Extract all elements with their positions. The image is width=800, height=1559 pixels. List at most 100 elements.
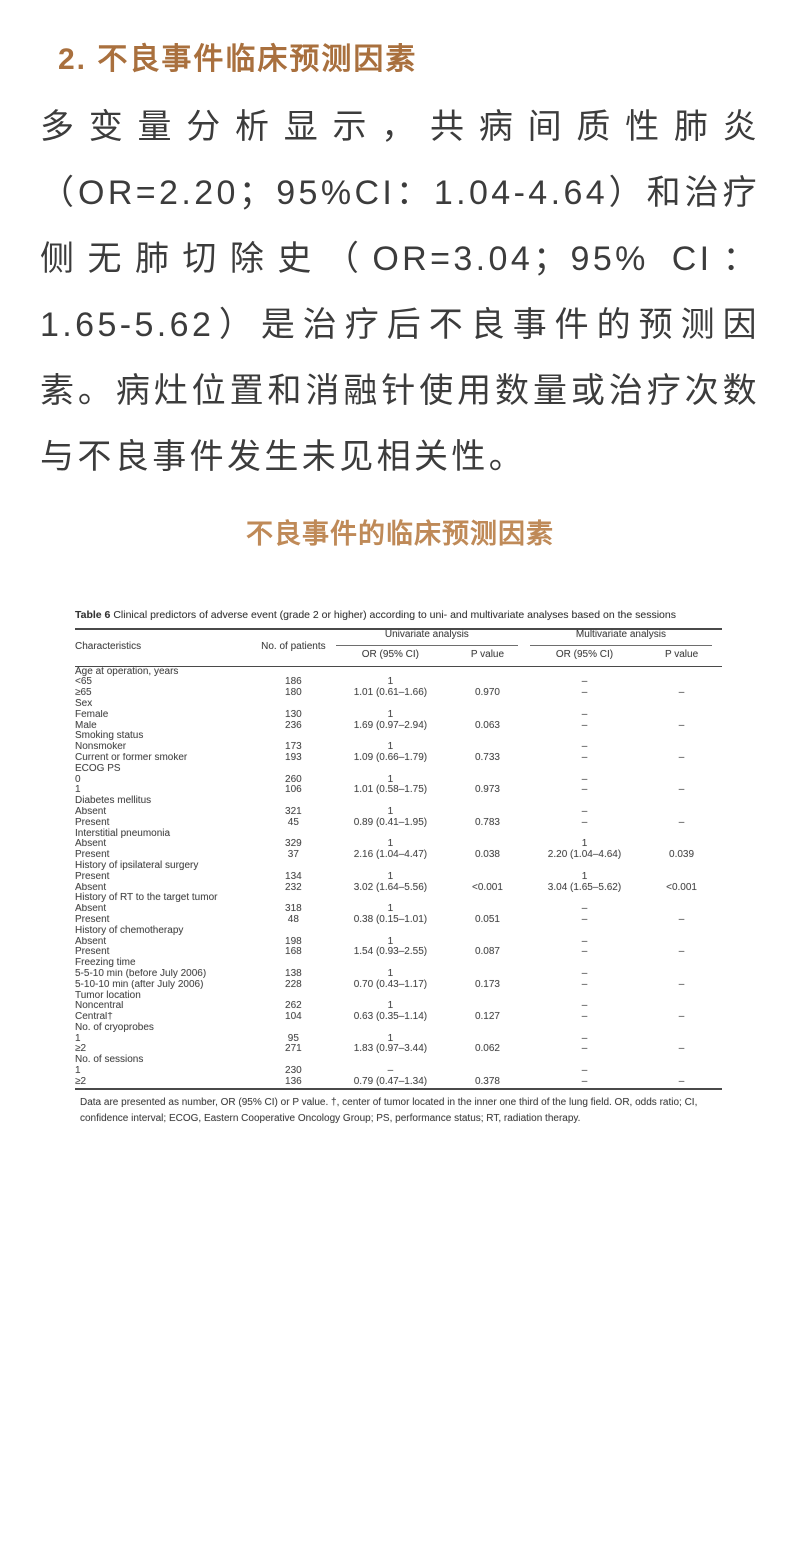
table-row: No. of sessions [75, 1054, 722, 1066]
row-label: 5-10-10 min (after July 2006) [75, 979, 204, 990]
section-heading: 2. 不良事件临床预测因素 [58, 43, 418, 76]
row-value: 130 [285, 708, 302, 720]
table-row: Present 168 1.54 (0.93–2.55) 0.087 – – [75, 947, 722, 958]
table-caption: Table 6 Clinical predictors of adverse e… [75, 609, 722, 622]
row-label: 1 [75, 1066, 81, 1077]
row-value: – [581, 1075, 588, 1087]
row-value: – [581, 1000, 588, 1012]
row-value: 1 [387, 1000, 394, 1012]
header-univariate: Univariate analysis [334, 629, 528, 646]
row-label: ≥65 [75, 688, 92, 699]
row-value: – [678, 751, 685, 763]
row-value: 1.01 (0.58–1.75) [353, 784, 428, 796]
row-value: 1.54 (0.93–2.55) [353, 946, 428, 958]
row-group-label: History of RT to the target tumor [75, 892, 218, 904]
table-row: Present 37 2.16 (1.04–4.47) 0.038 2.20 (1.04… [75, 849, 722, 861]
row-value: – [581, 676, 588, 688]
row-value: – [581, 913, 588, 925]
row-label: Nonsmoker [75, 742, 127, 753]
row-value: 1 [387, 838, 394, 850]
row-group-label: ECOG PS [75, 762, 121, 774]
row-value: – [678, 946, 685, 958]
table-row: Absent 198 1 – [75, 935, 722, 948]
header-patients: No. of patients [261, 641, 326, 653]
row-value: 1 [581, 870, 588, 882]
table-row: 0 260 1 – [75, 774, 722, 786]
table-row: Current or former smoker 193 1.09 (0.66–1.… [75, 751, 722, 764]
row-value: 3.02 (1.64–5.56) [353, 881, 428, 893]
table-row: ≥65 180 1.01 (0.61–1.66) 0.970 – – [75, 687, 722, 699]
row-value: 0.173 [474, 978, 500, 990]
row-value: 0.087 [474, 946, 500, 958]
row-value: 0.063 [474, 719, 500, 731]
row-group-label: Age at operation, years [75, 665, 179, 677]
table-row: 1 106 1.01 (0.58–1.75) 0.973 – – [75, 785, 722, 796]
table-header: Characteristics No. of patients Univaria… [75, 629, 722, 667]
table-row: 1 95 1 – [75, 1032, 722, 1045]
table-row: Male 236 1.69 (0.97–2.94) 0.063 – – [75, 719, 722, 732]
row-value: 0.970 [474, 687, 500, 699]
row-value: – [581, 967, 588, 979]
row-value: 228 [285, 978, 302, 990]
row-value: 236 [285, 719, 302, 731]
header-p-univariate: P value [470, 648, 505, 660]
row-value: 1.09 (0.66–1.79) [353, 751, 428, 763]
header-or-multivariate: OR (95% CI) [555, 648, 614, 660]
row-value: 321 [285, 805, 302, 817]
clinical-predictors-table: Characteristics No. of patients Univaria… [75, 628, 722, 1090]
row-value [447, 872, 528, 883]
row-value: 48 [287, 913, 299, 925]
row-label: Current or former smoker [75, 752, 188, 763]
row-value: 0.70 (0.43–1.17) [353, 978, 428, 990]
table-body: Age at operation, years <65 186 1 – ≥65 180 1.0… [75, 666, 722, 1089]
table-row: Noncentral 262 1 – [75, 1000, 722, 1012]
row-value: 2.20 (1.04–4.64) [547, 849, 622, 861]
row-group-label: Diabetes mellitus [75, 795, 152, 807]
row-value: 230 [285, 1065, 302, 1077]
row-label: Present [75, 871, 110, 882]
table-caption-text: Clinical predictors of adverse event (gr… [110, 609, 676, 621]
row-value: 1 [387, 967, 394, 979]
row-label: Absent [75, 806, 107, 817]
table-row: Absent 232 3.02 (1.64–5.56) <0.001 3.04 (1.6… [75, 881, 722, 894]
row-group-label: No. of sessions [75, 1054, 144, 1066]
table-row: No. of cryoprobes [75, 1022, 722, 1034]
row-value: 0.89 (0.41–1.95) [353, 816, 428, 828]
row-label: Central† [75, 1012, 113, 1023]
row-value: 138 [285, 967, 302, 979]
row-label: Male [75, 720, 97, 731]
row-value: 329 [285, 838, 302, 850]
row-value: 0.783 [474, 816, 500, 828]
row-value: <0.001 [666, 881, 697, 893]
row-value: 1.83 (0.97–3.44) [353, 1043, 428, 1055]
row-value: – [581, 816, 588, 828]
row-value: 198 [285, 935, 302, 947]
row-value: – [581, 805, 588, 817]
table-row: History of ipsilateral surgery [75, 860, 722, 872]
table-row: History of chemotherapy [75, 925, 722, 937]
table-row: 5-10-10 min (after July 2006) 228 0.70 (0.… [75, 978, 722, 991]
row-group-label: Freezing time [75, 957, 136, 969]
row-value: 180 [285, 687, 302, 699]
row-value: – [678, 1011, 685, 1023]
table-row: ≥2 136 0.79 (0.47–1.34) 0.378 – – [75, 1075, 722, 1089]
row-value: – [581, 935, 588, 947]
row-value: 95 [287, 1032, 299, 1044]
row-label: Absent [75, 904, 107, 915]
row-value: 1 [387, 805, 394, 817]
row-group-label: Interstitial pneumonia [75, 827, 171, 839]
row-value: – [581, 978, 588, 990]
row-value: – [678, 1043, 685, 1055]
row-label: Female [75, 709, 109, 720]
row-label: Absent [75, 936, 107, 947]
row-value: 45 [287, 816, 299, 828]
table-row: Freezing time [75, 957, 722, 969]
row-value: 1.01 (0.61–1.66) [353, 687, 428, 699]
row-label: Absent [75, 839, 107, 850]
header-multivariate: Multivariate analysis [528, 629, 722, 646]
row-value: <0.001 [472, 881, 503, 893]
row-value: 0.973 [474, 784, 500, 796]
row-label: 0 [75, 774, 81, 785]
header-multivariate-label: Multivariate analysis [529, 629, 712, 646]
row-value: 168 [285, 946, 302, 958]
